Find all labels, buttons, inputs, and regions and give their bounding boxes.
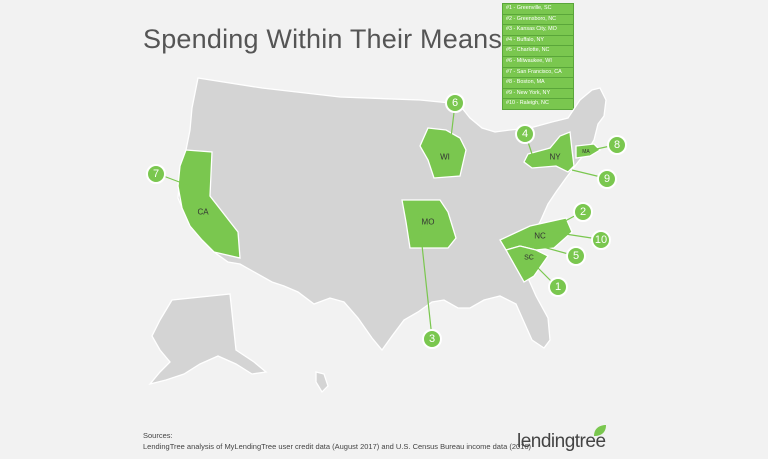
leaf-icon [594,425,606,436]
legend-item: #5 - Charlotte, NC [503,46,573,57]
state-label-mo: MO [422,218,435,227]
legend-item: #4 - Buffalo, NY [503,36,573,47]
legend-item: #6 - Milwaukee, WI [503,57,573,68]
legend-item: #10 - Raleigh, NC [506,100,549,107]
rank-badge-label: 1 [555,281,561,293]
state-label-ny: NY [549,153,561,162]
rank-badge [146,164,166,184]
state-label-wi: WI [440,153,450,162]
hawaii [315,371,329,394]
rank-badge-label: 8 [614,139,620,151]
rank-badge [573,202,593,222]
legend-item: #7 - San Francisco, CA [503,68,573,79]
rank-badge [548,277,568,297]
rank-badge [591,230,611,250]
legend-item: #3 - Kansas City, MO [503,25,573,36]
state-sc [505,245,549,283]
rank-badge-label: 4 [522,128,528,140]
state-ma [575,143,602,159]
state-label-nc: NC [534,232,546,241]
state-label-ca: CA [197,208,209,217]
rank-badge [445,93,465,113]
sources: Sources: LendingTree analysis of MyLendi… [143,430,531,452]
alaska [148,293,268,386]
rank-badge [566,246,586,266]
rank-badge-label: 10 [595,234,607,246]
state-ca [177,149,241,259]
rank-badge [597,169,617,189]
rank-badge-label: 3 [429,333,435,345]
page-title: Spending Within Their Means [143,24,503,55]
rank-badge [515,124,535,144]
legend-item: #8 - Boston, MA [503,78,573,89]
rank-badge-label: 9 [604,173,610,185]
rank-badge-label: 6 [452,97,458,109]
legend-item: #1 - Greenville, SC [503,4,573,15]
state-mo [401,199,457,249]
rank-badge-label: 5 [573,250,579,262]
us-mainland [177,77,607,352]
lendingtree-logo: lendingtree [517,431,606,452]
rank-badge [422,329,442,349]
rank-badge-label: 7 [153,168,159,180]
state-label-sc: SC [524,255,534,262]
state-ny [523,131,575,173]
legend-item: #9 - New York, NY [503,89,573,100]
sources-heading: Sources: [143,431,173,440]
rank-badge [607,135,627,155]
state-label-ma: MA [582,149,590,155]
ranking-legend: #1 - Greenville, SC #2 - Greensboro, NC … [502,3,574,110]
sources-text: LendingTree analysis of MyLendingTree us… [143,442,532,451]
rank-badge-label: 2 [580,206,586,218]
legend-item: #2 - Greensboro, NC [503,15,573,26]
state-wi [419,127,467,179]
